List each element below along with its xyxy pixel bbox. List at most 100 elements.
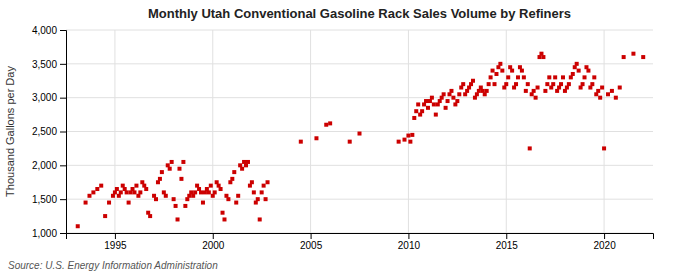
tick: 2015 (496, 233, 519, 251)
tick-mark (60, 199, 66, 200)
tick: 2010 (398, 233, 421, 251)
point (553, 75, 557, 79)
point (500, 69, 504, 73)
point (641, 55, 645, 59)
point (606, 92, 610, 96)
point (348, 140, 352, 144)
point (115, 187, 119, 191)
x-axis: 199520002005201020152020 (67, 233, 654, 251)
point (299, 140, 303, 144)
point (201, 201, 205, 205)
tick-mark (60, 30, 66, 31)
tick-label: 2010 (398, 240, 421, 251)
point (592, 75, 596, 79)
point (631, 52, 635, 56)
point (199, 190, 203, 194)
grid-line-y (66, 30, 653, 31)
point (222, 217, 226, 221)
point (84, 201, 88, 205)
point (168, 167, 172, 171)
point (207, 190, 211, 194)
point (532, 89, 536, 93)
point (416, 102, 420, 106)
point (408, 140, 412, 144)
point (420, 109, 424, 113)
point (487, 82, 491, 86)
tick-mark (506, 233, 507, 239)
grid-line-y (66, 97, 653, 98)
tick-label: 2015 (496, 240, 519, 251)
chart-svg: 1995200020052010201520201,0001,5002,0002… (0, 0, 675, 275)
point (610, 89, 614, 93)
tick-mark (60, 165, 66, 166)
point (516, 75, 520, 79)
point (586, 69, 590, 73)
point (602, 146, 606, 150)
point (426, 106, 430, 110)
tick: 1,000 (32, 228, 66, 239)
point (87, 194, 91, 198)
point (471, 79, 475, 83)
tick-mark (115, 233, 116, 239)
tick-label: 2005 (300, 240, 323, 251)
point (219, 187, 223, 191)
points (76, 52, 645, 229)
point (545, 82, 549, 86)
point (132, 190, 136, 194)
point (177, 167, 181, 171)
tick-label: 3,000 (32, 92, 57, 103)
point (179, 177, 183, 181)
point (226, 197, 230, 201)
point (493, 82, 497, 86)
point (575, 62, 579, 66)
tick-mark (60, 233, 66, 234)
point (213, 190, 217, 194)
point (547, 75, 551, 79)
point (524, 89, 528, 93)
point (258, 217, 262, 221)
tick-label: 4,000 (32, 25, 57, 36)
source-note: Source: U.S. Energy Information Administ… (8, 260, 218, 271)
point (127, 201, 131, 205)
point (262, 184, 266, 188)
point (534, 96, 538, 100)
grid-line-y (66, 63, 653, 64)
point (95, 187, 99, 191)
point (174, 204, 178, 208)
tick: 2000 (202, 233, 225, 251)
point (571, 72, 575, 76)
point (504, 82, 508, 86)
point (250, 180, 254, 184)
point (314, 136, 318, 140)
point (446, 99, 450, 103)
point (541, 55, 545, 59)
point (432, 102, 436, 106)
tick: 2,500 (32, 126, 66, 137)
point (240, 167, 244, 171)
point (266, 180, 270, 184)
point (543, 89, 547, 93)
tick-label: 2,000 (32, 160, 57, 171)
grid-line-y (66, 165, 653, 166)
tick-label: 1995 (104, 240, 127, 251)
point (328, 121, 332, 125)
point (264, 197, 268, 201)
tick-mark (604, 233, 605, 239)
point (170, 160, 174, 164)
point (236, 194, 240, 198)
point (154, 197, 158, 201)
chart-container: 1995200020052010201520201,0001,5002,0002… (0, 0, 675, 275)
point (160, 170, 164, 174)
point (209, 184, 213, 188)
y-axis-title: Thousand Gallons per Day (4, 66, 16, 197)
point (561, 75, 565, 79)
point (144, 187, 148, 191)
point (614, 96, 618, 100)
title: Monthly Utah Conventional Gasoline Rack … (148, 6, 571, 21)
axis-line (67, 234, 654, 240)
tick: 3,500 (32, 59, 66, 70)
point (583, 75, 587, 79)
point (596, 89, 600, 93)
tick: 1995 (104, 233, 127, 251)
point (99, 184, 103, 188)
